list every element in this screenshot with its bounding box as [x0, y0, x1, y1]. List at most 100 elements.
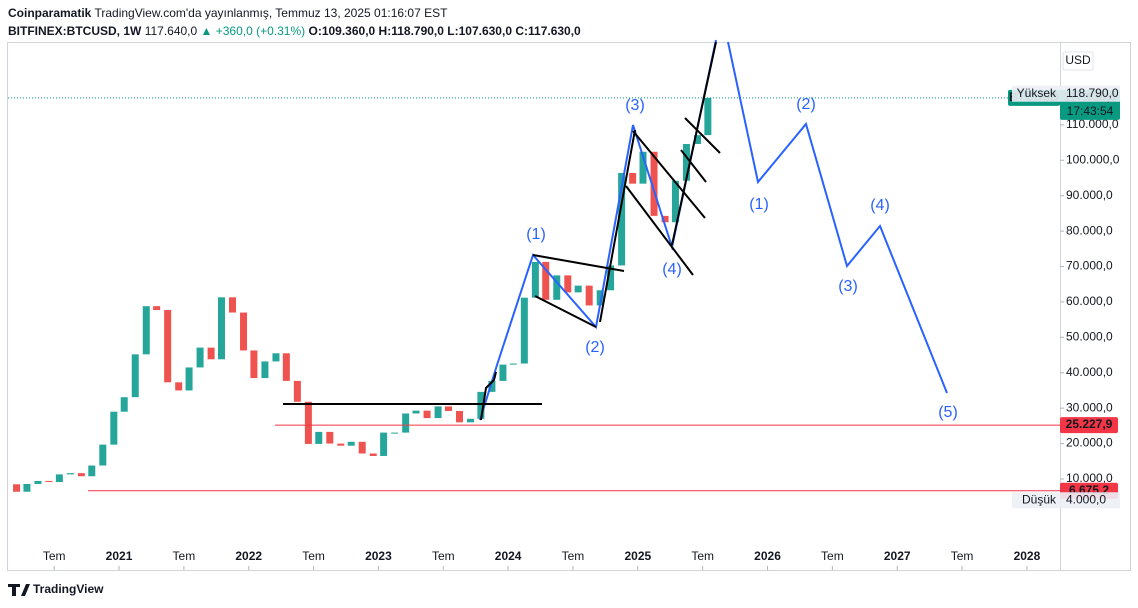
symbol: BITFINEX:BTCUSD, 1W [8, 24, 142, 38]
wave-label: (3) [838, 278, 858, 295]
ohlc-close: C:117.630,0 [515, 24, 581, 38]
candle-body [531, 261, 539, 298]
currency: USD [1065, 53, 1091, 67]
x-tick-label: 2026 [754, 549, 781, 563]
candle-body [369, 453, 377, 456]
candle-body [326, 431, 334, 444]
candle-body [477, 391, 485, 419]
candle-body [304, 401, 312, 444]
x-tick-label: Tem [43, 549, 66, 563]
high_marker-label: 118.790,0 [1066, 86, 1119, 100]
published: TradingView.com'da yayınlanmış, Temmuz 1… [94, 6, 448, 20]
candle-body [704, 97, 712, 136]
candle-body [585, 285, 593, 306]
candle-body [55, 474, 63, 483]
candle-body [164, 310, 172, 383]
candle-body [66, 473, 74, 475]
ohlc-open: O:109.360,0 [308, 24, 376, 38]
candle-body [217, 297, 225, 360]
header-line-1: Coinparamatik TradingView.com'da yayınla… [8, 4, 581, 22]
candle-body [380, 432, 388, 456]
candle-body [402, 413, 410, 433]
candle-body [315, 431, 323, 444]
candle-body [240, 312, 248, 351]
author: Coinparamatik [8, 6, 92, 20]
x-tick-label: Tem [691, 549, 714, 563]
candle-body [153, 306, 161, 311]
frame [7, 42, 1131, 571]
candle-body [682, 143, 690, 181]
brand-name: TradingView [33, 582, 104, 596]
ohlc-low: L:107.630,0 [447, 24, 512, 38]
candle-body [596, 290, 604, 306]
x-tick-label: 2021 [106, 549, 133, 563]
y-tick-label: 20.000,0 [1066, 436, 1113, 450]
y-tick-label: 100.000,0 [1066, 152, 1120, 166]
x-tick-label: Tem [432, 549, 455, 563]
low_marker-name: Düşük [1022, 492, 1057, 506]
y-tick-label: 30.000,0 [1066, 400, 1113, 414]
candle-body [23, 483, 31, 492]
wave-label: (2) [796, 96, 816, 113]
low_marker-label: 4.000,0 [1066, 492, 1106, 506]
wave-label: (4) [662, 261, 682, 278]
level-label: 25.227,9 [1066, 417, 1113, 431]
wave-labels: (1) (2) (3) (4) (1) (2) (3) (4) (5) [526, 96, 958, 421]
candle-body [142, 306, 150, 355]
x-tick-label: Tem [302, 549, 325, 563]
candle-body [131, 354, 139, 398]
candle-body [196, 347, 204, 368]
x-tick-label: Tem [821, 549, 844, 563]
wave-label: (3) [625, 97, 645, 114]
candle-body [467, 418, 475, 423]
brand-logo [8, 584, 30, 596]
candle-body [293, 380, 301, 402]
candle-body [434, 406, 442, 419]
wave-label: (4) [870, 197, 890, 214]
change: ▲ +360,0 (+0.31%) [200, 24, 306, 38]
currency-box [1062, 51, 1094, 71]
candle-body [553, 275, 561, 300]
x-tick-label: Tem [951, 549, 974, 563]
wave-label: (2) [585, 339, 605, 356]
candle-body [423, 410, 431, 419]
candle-body [509, 363, 517, 365]
candle-body [564, 275, 572, 293]
x-tick-label: 2022 [235, 549, 262, 563]
candle-body [13, 484, 21, 492]
last: 117.640,0 [144, 24, 198, 38]
x-tick-label: 2028 [1014, 549, 1041, 563]
candle-body [520, 297, 528, 364]
candle-body [574, 285, 582, 293]
candle-body [618, 173, 626, 266]
y-tick-label: 80.000,0 [1066, 223, 1113, 237]
wave-path [479, 39, 717, 421]
candle-body [358, 441, 366, 454]
candle-body [120, 397, 128, 412]
candle-body [499, 364, 507, 381]
candle-body [629, 173, 637, 184]
x-tick-label: 2025 [624, 549, 651, 563]
last-price-countdown: 17:43:54 [1067, 104, 1114, 118]
x-tick-label: Tem [562, 549, 585, 563]
candle-body [261, 361, 269, 379]
candle-body [661, 215, 669, 223]
candle-body [488, 380, 496, 392]
projection-path [727, 41, 948, 394]
y-tick-label: 70.000,0 [1066, 259, 1113, 273]
marks [8, 97, 1060, 492]
candle-body [88, 465, 96, 477]
y-tick-label: 50.000,0 [1066, 330, 1113, 344]
wave-label: (5) [938, 404, 958, 421]
level-label-box [1060, 417, 1118, 434]
candle-body [34, 480, 42, 484]
header-line-2: BITFINEX:BTCUSD, 1W 117.640,0 ▲ +360,0 (… [8, 22, 581, 40]
brand: TradingView [8, 582, 104, 596]
candle-body [337, 443, 345, 446]
candle-body [207, 347, 215, 360]
y-tick-label: 90.000,0 [1066, 188, 1113, 202]
candle-body [639, 151, 647, 184]
high_marker-name: Yüksek [1017, 86, 1057, 100]
candle-body [99, 444, 107, 466]
